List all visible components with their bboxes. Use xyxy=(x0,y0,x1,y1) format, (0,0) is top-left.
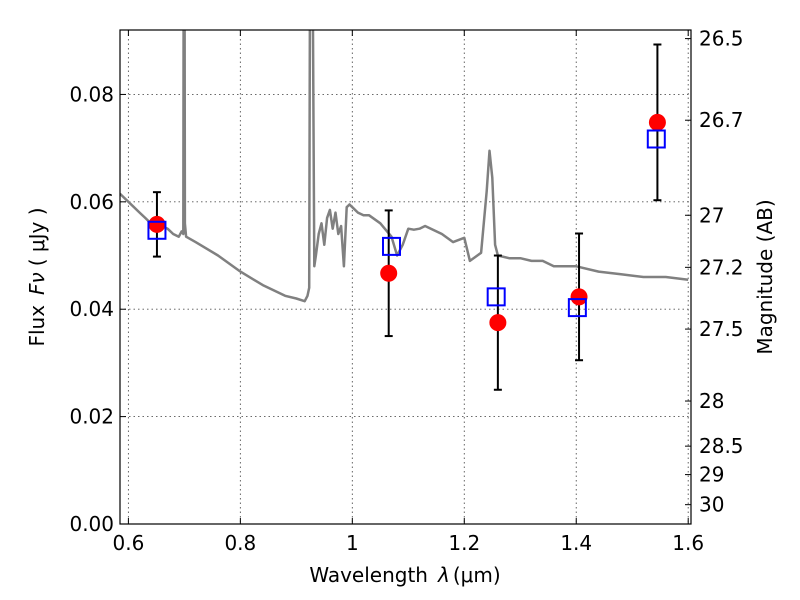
y-tick-label: 0.08 xyxy=(69,82,114,106)
y2-tick-label: 30 xyxy=(699,493,724,517)
observed-point xyxy=(570,288,588,306)
plot-frame xyxy=(119,29,692,525)
x-tick-label: 1.4 xyxy=(560,531,592,555)
observed-point xyxy=(380,264,398,282)
x-axis-label: Wavelength λ (μm) xyxy=(309,563,500,587)
x-tick-label: 1 xyxy=(346,531,359,555)
y2-tick-label: 27.5 xyxy=(699,317,744,341)
y-axis-label: FluxFν( μJy ) xyxy=(25,207,49,346)
model-point xyxy=(382,236,402,256)
x-tick-label: 0.6 xyxy=(112,531,144,555)
observed-point xyxy=(648,113,666,131)
y2-axis-label: Magnitude (AB) xyxy=(753,199,777,354)
observed-point xyxy=(148,215,166,233)
y2-tick-label: 27 xyxy=(699,203,724,227)
axis-ticks: 0.6 0.8 1 1.2 1.4 1.6 0.00 0.02 0.04 0.06 0.08 26.5… xyxy=(69,27,743,555)
y2-tick-label: 26.5 xyxy=(699,27,744,51)
model-spectrum-line xyxy=(120,30,689,303)
model-point xyxy=(567,298,587,318)
x-tick-label: 1.2 xyxy=(448,531,480,555)
model-point xyxy=(646,129,666,149)
observed-point xyxy=(489,314,507,332)
y-tick-label: 0.04 xyxy=(69,297,114,321)
y-tick-label: 0.00 xyxy=(69,512,114,536)
grid-lines xyxy=(120,30,691,524)
x-tick-label: 1.6 xyxy=(672,531,704,555)
y2-tick-label: 28 xyxy=(699,389,724,413)
y-tick-label: 0.02 xyxy=(69,405,114,429)
y-tick-label: 0.06 xyxy=(69,190,114,214)
model-point xyxy=(147,220,167,240)
y2-tick-label: 28.5 xyxy=(699,434,744,458)
y2-tick-label: 27.2 xyxy=(699,255,744,279)
y2-tick-label: 26.7 xyxy=(699,108,744,132)
plot-area xyxy=(120,30,689,391)
x-tick-label: 0.8 xyxy=(224,531,256,555)
y2-tick-label: 29 xyxy=(699,463,724,487)
model-point xyxy=(486,287,506,307)
